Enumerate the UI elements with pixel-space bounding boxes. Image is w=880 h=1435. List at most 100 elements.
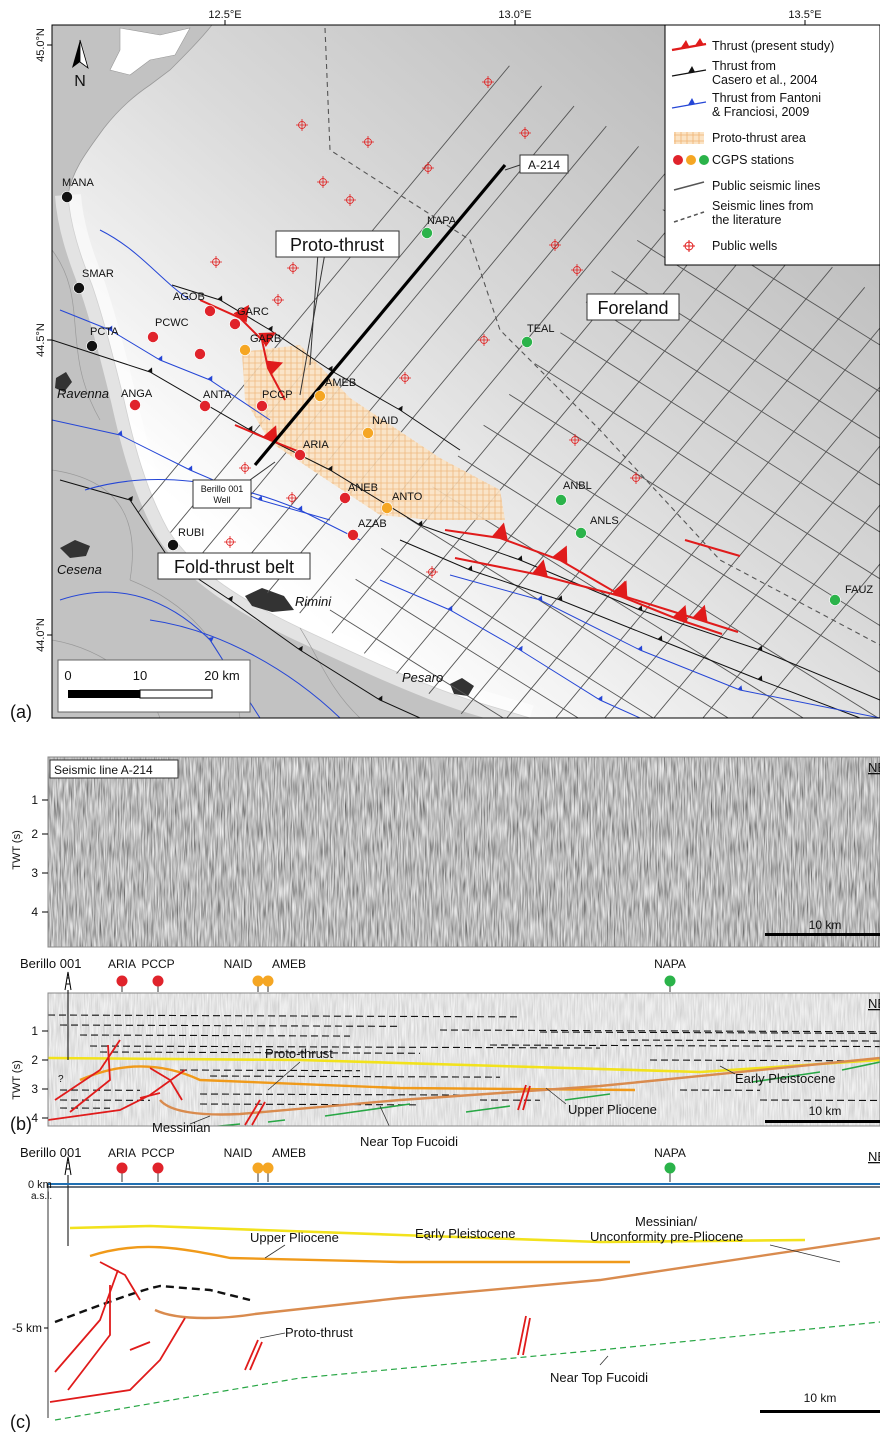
station (87, 341, 98, 352)
station-label: GARB (250, 333, 281, 345)
station-label: AMEB (272, 957, 306, 971)
station (830, 595, 841, 606)
station (295, 450, 306, 461)
station (263, 1163, 274, 1174)
figure: 12.5°E13.0°E13.5°E45.0°N44.5°N44.0°NNThr… (0, 0, 880, 1435)
station (348, 530, 359, 541)
axis-label: TWT (s) (11, 830, 23, 870)
station (148, 332, 159, 343)
scale-label: 0 (64, 668, 71, 683)
station-label: PCWC (155, 317, 189, 329)
scale-label: 10 (133, 668, 147, 683)
city-label: Cesena (57, 562, 102, 577)
station (263, 976, 274, 987)
station-label: NAPA (427, 215, 457, 227)
longitude-label: 13.0°E (498, 9, 531, 21)
station (522, 337, 533, 348)
legend-label: Thrust (present study) (712, 39, 834, 53)
legend-label: Public seismic lines (712, 179, 820, 193)
well-label: Berillo 001 (20, 1145, 81, 1160)
depth-section (48, 1184, 880, 1420)
station-label: AMEB (272, 1146, 306, 1160)
north-label: N (74, 73, 86, 90)
station-label: PCCP (141, 957, 174, 971)
station (117, 976, 128, 987)
legend-label: Proto-thrust area (712, 131, 806, 145)
scale-label: 10 km (809, 1104, 842, 1118)
city-label: Ravenna (57, 386, 109, 401)
panel-label: (b) (10, 1114, 32, 1134)
station-label: MANA (62, 177, 94, 189)
legend-label: CGPS stations (712, 153, 794, 167)
station (315, 391, 326, 402)
station (168, 540, 179, 551)
station-label: TEAL (527, 323, 555, 335)
station-label: NAPA (654, 1146, 686, 1160)
station-label: GARC (237, 306, 269, 318)
axis-label: TWT (s) (11, 1060, 23, 1100)
station-label: ANLS (590, 515, 619, 527)
station (153, 1163, 164, 1174)
station-label: NAID (372, 415, 398, 427)
well-label: Well (213, 495, 230, 505)
scale-label: 10 km (804, 1391, 837, 1405)
legend-label: & Franciosi, 2009 (712, 105, 809, 119)
legend-label: Public wells (712, 239, 777, 253)
horizon-label: Near Top Fucoidi (550, 1370, 648, 1385)
scale-bar (765, 1120, 880, 1123)
y-tick-label: 3 (31, 1082, 38, 1096)
horizon-label: Proto-thrust (285, 1325, 353, 1340)
horizon-label: Early Pleistocene (735, 1071, 835, 1086)
station (253, 1163, 264, 1174)
y-tick-label: 2 (31, 827, 38, 841)
page: { "map":{ "panel_label":"(a)", "longitud… (0, 0, 880, 1435)
seismic-interpreted (48, 993, 880, 1132)
station-label: ANBL (563, 480, 592, 492)
station-label: PCCP (141, 1146, 174, 1160)
scale-label: 10 km (809, 918, 842, 932)
station (205, 306, 216, 317)
latitude-label: 44.5°N (35, 323, 47, 357)
station (257, 401, 268, 412)
direction-label: NE (868, 1149, 880, 1164)
station-label: AZAB (358, 518, 387, 530)
line-label: A-214 (528, 158, 560, 172)
horizon-label: Messinian/ (635, 1214, 698, 1229)
legend-label: Thrust from (712, 59, 776, 73)
station (253, 976, 264, 987)
station (363, 428, 374, 439)
direction-label: NE (868, 760, 880, 775)
latitude-label: 44.0°N (35, 618, 47, 652)
y-tick-label: 1 (31, 793, 38, 807)
station-label: FAUZ (845, 584, 873, 596)
station (130, 400, 141, 411)
station-label: RUBI (178, 527, 204, 539)
region-label: Fold-thrust belt (174, 557, 294, 577)
horizon-label: Unconformity pre-Pliocene (590, 1229, 743, 1244)
region-label: Proto-thrust (290, 235, 384, 255)
y-tick-label: 1 (31, 1024, 38, 1038)
station-label: NAID (224, 1146, 253, 1160)
panel-label: (c) (10, 1412, 31, 1432)
station-label: NAPA (654, 957, 686, 971)
legend-label: Seismic lines from (712, 199, 813, 213)
longitude-label: 13.5°E (788, 9, 821, 21)
station (576, 528, 587, 539)
latitude-label: 45.0°N (35, 28, 47, 62)
station-label: ANTO (392, 491, 423, 503)
well-label: Berillo 001 (20, 956, 81, 971)
city-label: Rimini (295, 594, 332, 609)
legend-label: Casero et al., 2004 (712, 73, 818, 87)
y-tick-label: 3 (31, 866, 38, 880)
horizon-label: Upper Pliocene (568, 1102, 657, 1117)
horizon-label: Early Pleistocene (415, 1226, 515, 1241)
station-label: ANEB (348, 482, 378, 494)
panel-label: (a) (10, 702, 32, 722)
station-label: ARIA (108, 1146, 136, 1160)
city-label: Pesaro (402, 670, 443, 685)
depth-label: a.s.l. (31, 1191, 52, 1202)
well-label: Berillo 001 (201, 484, 244, 494)
uncertain-label: ? (58, 1074, 64, 1085)
station (556, 495, 567, 506)
station (382, 503, 393, 514)
